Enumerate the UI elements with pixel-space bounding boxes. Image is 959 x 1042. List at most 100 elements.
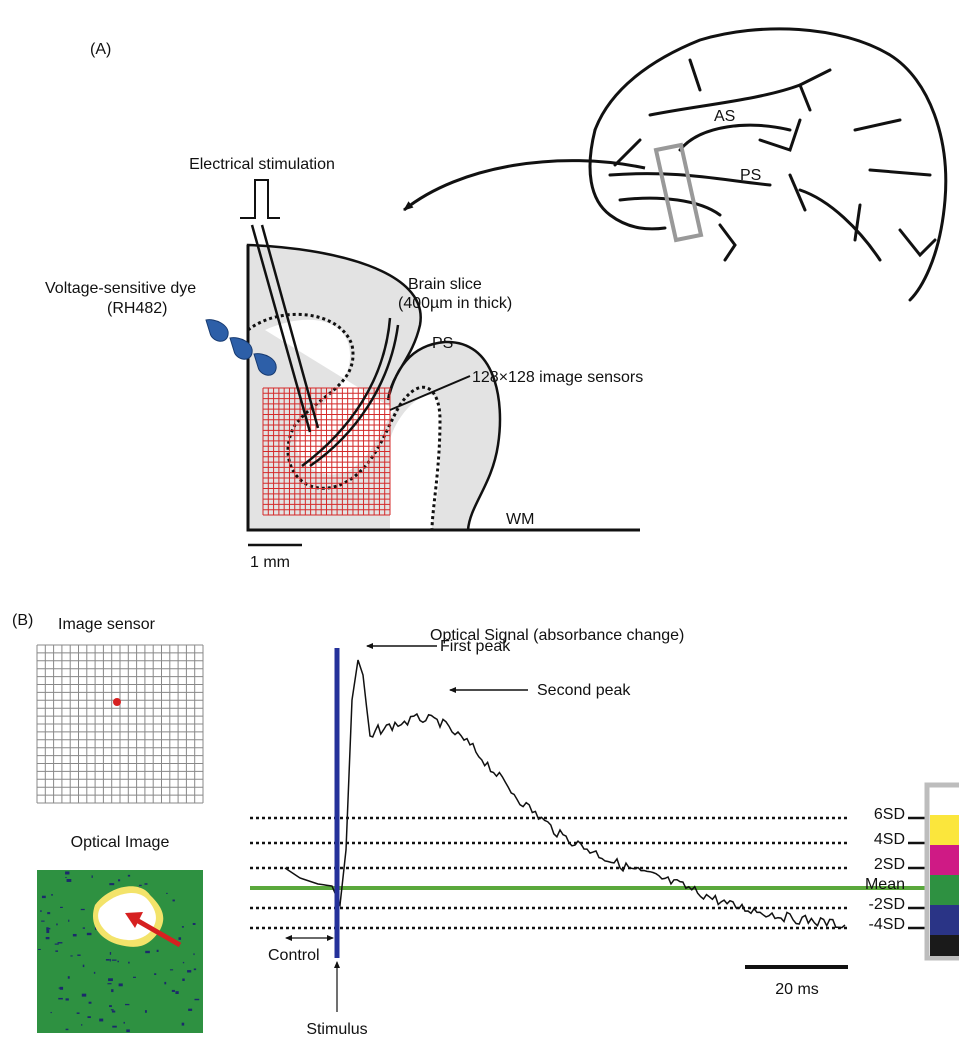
speck xyxy=(107,983,111,984)
level-label: 6SD xyxy=(874,806,905,823)
speck xyxy=(92,875,93,877)
speck xyxy=(41,921,44,922)
label: Control xyxy=(268,947,320,964)
speck xyxy=(65,877,66,878)
speck xyxy=(111,1009,114,1010)
speck xyxy=(172,990,175,992)
speck xyxy=(110,959,111,962)
speck xyxy=(42,896,46,898)
speck xyxy=(194,999,199,1000)
slice-location xyxy=(656,145,701,240)
label: Stimulus xyxy=(306,1021,367,1038)
speck xyxy=(128,962,129,964)
speck xyxy=(60,987,63,990)
label: PS xyxy=(432,335,453,352)
speck xyxy=(133,977,136,978)
speck xyxy=(126,1029,130,1032)
level-label: -4SD xyxy=(869,916,905,933)
annotation: First peak xyxy=(440,638,511,655)
speck xyxy=(112,1011,115,1013)
speck xyxy=(164,982,166,984)
label: Voltage-sensitive dye xyxy=(45,280,196,297)
speck xyxy=(68,920,69,922)
speck xyxy=(70,955,72,956)
label: Optical Image xyxy=(71,834,170,851)
figure: (A) AS PS Electrical stimulation Voltage… xyxy=(0,0,959,1042)
panel-label: (B) xyxy=(12,612,33,629)
level-label: Mean xyxy=(865,876,905,893)
speck xyxy=(170,969,173,970)
speck xyxy=(51,894,53,896)
level-lines: 6SD 4SD 2SD Mean -2SD -4SD xyxy=(250,806,930,933)
speck xyxy=(187,970,191,972)
speck xyxy=(56,924,57,926)
speck xyxy=(182,1023,185,1026)
speck xyxy=(38,949,41,950)
level-label: -2SD xyxy=(869,896,905,913)
speck xyxy=(87,933,92,935)
speck xyxy=(46,930,49,933)
speck xyxy=(139,885,142,886)
speck xyxy=(112,960,117,961)
speck xyxy=(66,1029,69,1030)
speck xyxy=(94,972,95,974)
speck xyxy=(194,968,196,970)
speck xyxy=(193,923,196,925)
label: Brain slice xyxy=(408,276,482,293)
brain-label: PS xyxy=(740,167,761,184)
speck xyxy=(60,907,63,908)
speck xyxy=(77,1012,80,1013)
speck xyxy=(145,883,148,884)
speck xyxy=(82,994,86,997)
speck xyxy=(193,953,194,955)
speck xyxy=(183,962,184,963)
panel-label: (A) xyxy=(90,41,111,58)
speck xyxy=(182,979,184,981)
annotation: Second peak xyxy=(537,682,631,699)
speck xyxy=(58,998,63,1000)
speck xyxy=(112,1026,117,1028)
label: Image sensor xyxy=(58,616,156,633)
speck xyxy=(166,893,168,894)
speck xyxy=(125,1004,129,1005)
speck xyxy=(51,1012,52,1013)
speck xyxy=(99,1019,103,1022)
speck xyxy=(111,989,113,992)
speck xyxy=(117,961,118,962)
speck xyxy=(124,1022,125,1024)
image-sensor-grid xyxy=(37,645,203,803)
scale-label: 1 mm xyxy=(250,554,290,571)
speck xyxy=(128,875,130,877)
speck xyxy=(67,879,72,882)
brain-label: AS xyxy=(714,108,735,125)
speck xyxy=(119,983,123,986)
arrow xyxy=(404,161,645,210)
speck xyxy=(188,1009,192,1011)
speck xyxy=(55,950,58,951)
speck xyxy=(46,937,50,939)
speck xyxy=(89,1002,92,1004)
label: (400µm in thick) xyxy=(398,295,512,312)
speck xyxy=(77,955,80,956)
speck xyxy=(81,909,85,910)
speck xyxy=(58,942,63,943)
speck xyxy=(118,879,120,881)
level-label: 4SD xyxy=(874,831,905,848)
color-scale xyxy=(927,785,959,958)
speck xyxy=(40,910,41,912)
speck xyxy=(110,952,111,955)
speck xyxy=(109,1005,112,1007)
speck xyxy=(83,965,85,967)
selected-pixel xyxy=(113,698,121,706)
level-label: 2SD xyxy=(874,856,905,873)
label: (RH482) xyxy=(107,300,167,317)
speck xyxy=(106,959,110,961)
grid-lines xyxy=(37,645,203,803)
speck xyxy=(66,998,69,1000)
speck xyxy=(154,973,156,975)
scale-label: 20 ms xyxy=(775,981,819,998)
speck xyxy=(55,944,59,945)
speck xyxy=(48,928,50,930)
speck xyxy=(172,900,174,902)
speck xyxy=(109,883,114,885)
